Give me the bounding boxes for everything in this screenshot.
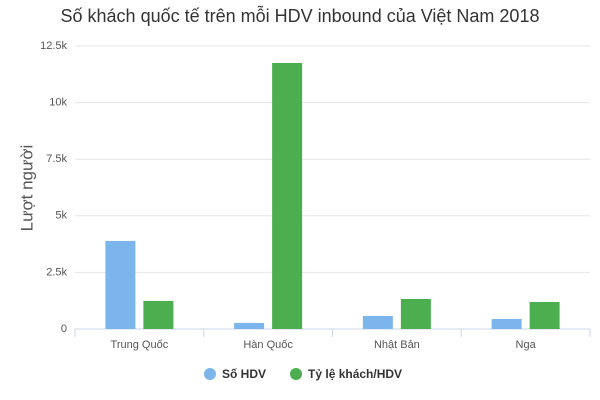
y-tick-label: 7.5k bbox=[46, 153, 67, 165]
legend-marker bbox=[204, 368, 216, 380]
bar bbox=[105, 240, 136, 329]
y-tick-label: 0 bbox=[61, 323, 67, 335]
x-tick-label: Nhật Bản bbox=[374, 339, 420, 351]
legend-label: Số HDV bbox=[222, 367, 266, 381]
bar bbox=[491, 318, 522, 329]
y-tick-label: 12.5k bbox=[40, 40, 67, 52]
bar bbox=[362, 316, 393, 329]
legend-label: Tỷ lệ khách/HDV bbox=[308, 367, 402, 381]
y-tick-label: 5k bbox=[55, 210, 67, 222]
bar bbox=[234, 323, 265, 329]
x-tick-label: Trung Quốc bbox=[111, 339, 169, 351]
chart-title: Số khách quốc tế trên mỗi HDV inbound củ… bbox=[61, 5, 540, 26]
y-axis-label: Lượt người bbox=[17, 145, 36, 232]
bar bbox=[400, 299, 431, 329]
y-tick-label: 10k bbox=[49, 97, 67, 109]
bar bbox=[272, 62, 303, 329]
bar bbox=[529, 301, 560, 329]
x-tick-label: Hàn Quốc bbox=[243, 339, 293, 351]
bar bbox=[143, 300, 174, 329]
y-tick-label: 2.5k bbox=[46, 266, 67, 278]
legend-marker bbox=[290, 368, 303, 380]
x-tick-label: Nga bbox=[516, 339, 537, 351]
